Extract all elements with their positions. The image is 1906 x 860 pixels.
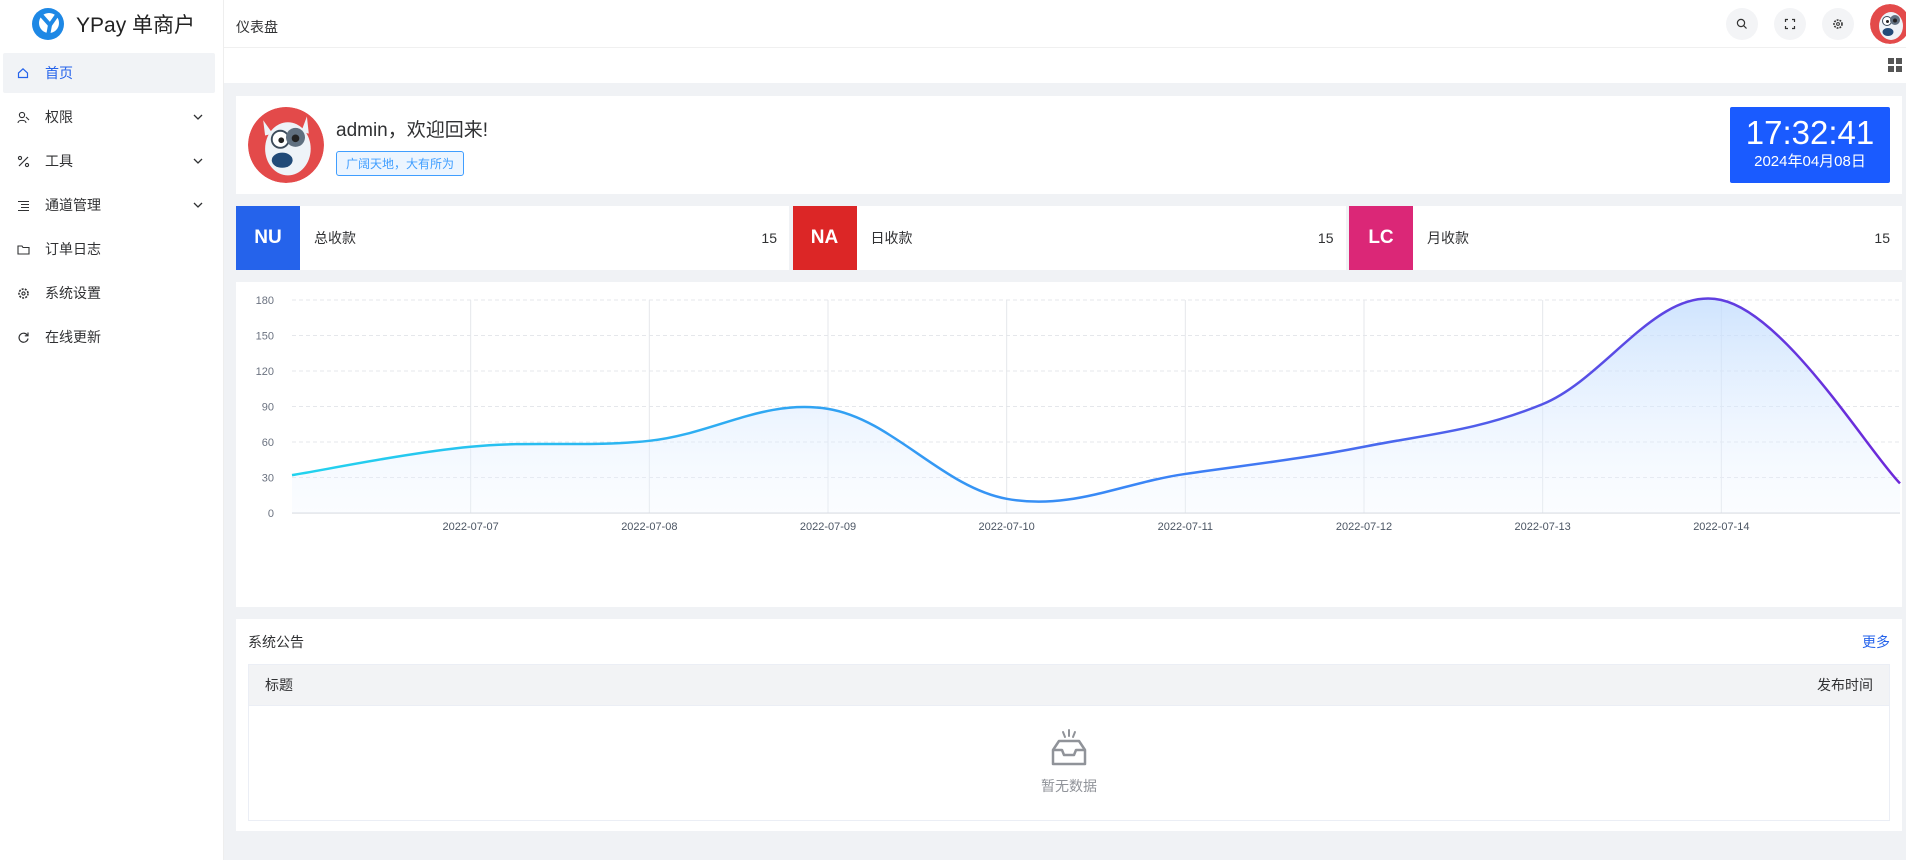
stat-card-daily: NA 日收款 15: [792, 206, 1346, 270]
app-title: YPay 单商户: [76, 14, 196, 37]
welcome-card: admin，欢迎回来! 广阔天地，大有所为 17:32:41 2024年04月0…: [236, 96, 1902, 194]
stat-badge: NA: [792, 206, 857, 270]
avatar-image: [1870, 4, 1906, 44]
logo[interactable]: YPay 单商户: [0, 0, 223, 48]
column-header-publish-time[interactable]: 发布时间: [1817, 677, 1873, 693]
table-header: 标题 发布时间: [249, 665, 1889, 706]
x-tick-label: 2022-07-11: [1158, 521, 1213, 533]
top-bar: 仪表盘: [224, 0, 1906, 48]
y-tick-label: 120: [256, 366, 274, 378]
clock-date: 2024年04月08日: [1754, 153, 1866, 170]
user-avatar[interactable]: [1870, 4, 1906, 44]
stat-card-monthly: LC 月收款 15: [1349, 206, 1902, 270]
gear-icon: [15, 285, 31, 301]
stat-value: 15: [761, 230, 777, 246]
x-tick-label: 2022-07-07: [443, 521, 499, 533]
x-tick-label: 2022-07-14: [1693, 521, 1749, 533]
welcome-tag: 广阔天地，大有所为: [336, 150, 465, 176]
sidebar-item-channel-management[interactable]: 通道管理: [3, 185, 215, 225]
x-tick-label: 2022-07-09: [800, 521, 856, 533]
empty-inbox-icon: [1051, 729, 1087, 766]
stat-label: 总收款: [314, 230, 356, 246]
refresh-icon: [15, 329, 31, 345]
list-indent-icon: [15, 197, 31, 213]
sidebar-item-label: 工具: [45, 153, 73, 169]
sidebar-menu: 首页 权限 工具 通道管理 订单日志: [0, 53, 223, 357]
welcome-greeting: admin，欢迎回来!: [336, 119, 489, 141]
welcome-avatar: [248, 107, 324, 183]
x-tick-label: 2022-07-13: [1515, 521, 1571, 533]
y-tick-label: 180: [256, 295, 274, 307]
home-icon: [15, 65, 31, 81]
x-tick-label: 2022-07-10: [979, 521, 1035, 533]
chevron-down-icon: [191, 198, 205, 212]
sidebar: YPay 单商户 首页 权限 工具 通道管理: [0, 0, 224, 860]
stat-value: 15: [1874, 230, 1890, 246]
chart-card: 0 30 60 90 120 150 180 2022-07-07 2022-07-08 2022…: [236, 282, 1902, 607]
sidebar-item-label: 在线更新: [45, 329, 101, 345]
grid-menu-icon[interactable]: [1888, 58, 1902, 72]
clock-time: 17:32:41: [1745, 114, 1875, 151]
sidebar-item-label: 权限: [45, 109, 73, 125]
clock-widget: 17:32:41 2024年04月08日: [1730, 107, 1890, 183]
search-button[interactable]: [1726, 8, 1758, 40]
tabs-bar: [224, 48, 1906, 83]
stat-card-total: NU 总收款 15: [236, 206, 789, 270]
empty-state: 暂无数据: [249, 728, 1889, 796]
sidebar-item-order-log[interactable]: 订单日志: [3, 229, 215, 269]
revenue-area-chart: 0 30 60 90 120 150 180 2022-07-07 2022-07-08 2022…: [256, 295, 1901, 533]
settings-button[interactable]: [1822, 8, 1854, 40]
stat-badge: LC: [1349, 206, 1413, 270]
sidebar-item-label: 订单日志: [45, 241, 101, 257]
series-line: [291, 297, 1901, 503]
breadcrumb[interactable]: 仪表盘: [236, 18, 278, 35]
fullscreen-button[interactable]: [1774, 8, 1806, 40]
stats-row: NU 总收款 15 NA 日收款 15 LC 月收款 15: [236, 206, 1902, 270]
more-link[interactable]: 更多: [1862, 633, 1890, 650]
gear-icon: [1833, 19, 1843, 29]
series-area: [292, 298, 1900, 513]
sidebar-item-tools[interactable]: 工具: [3, 141, 215, 181]
sidebar-item-system-settings[interactable]: 系统设置: [3, 273, 215, 313]
y-tick-label: 90: [262, 402, 274, 414]
top-actions: [1726, 0, 1906, 48]
search-icon: [1736, 18, 1747, 29]
fullscreen-icon: [1784, 18, 1796, 30]
sidebar-item-label: 通道管理: [45, 197, 101, 213]
stat-label: 日收款: [870, 230, 913, 246]
x-tick-label: 2022-07-12: [1336, 521, 1392, 533]
y-tick-label: 0: [268, 508, 274, 520]
sidebar-item-label: 系统设置: [45, 285, 101, 301]
chevron-down-icon: [191, 110, 205, 124]
notice-table: 标题 发布时间 暂无数据: [248, 664, 1890, 821]
welcome-info: admin，欢迎回来! 广阔天地，大有所为: [336, 115, 488, 176]
notice-title: 系统公告: [248, 633, 304, 650]
notice-header: 系统公告 更多: [236, 619, 1902, 664]
x-tick-label: 2022-07-08: [621, 521, 677, 533]
tools-icon: [15, 153, 31, 169]
folder-icon: [15, 241, 31, 257]
stat-label: 月收款: [1427, 230, 1469, 246]
stat-value: 15: [1317, 230, 1334, 246]
logo-icon: [32, 8, 64, 40]
y-tick-label: 30: [262, 473, 274, 485]
empty-text: 暂无数据: [1041, 778, 1097, 794]
user-key-icon: [15, 109, 31, 125]
notice-card: 系统公告 更多 标题 发布时间 暂无数据: [236, 619, 1902, 831]
y-tick-label: 60: [262, 437, 274, 449]
main-content: admin，欢迎回来! 广阔天地，大有所为 17:32:41 2024年04月0…: [236, 96, 1902, 831]
sidebar-item-home[interactable]: 首页: [3, 53, 215, 93]
sidebar-item-label: 首页: [45, 65, 73, 81]
sidebar-item-online-update[interactable]: 在线更新: [3, 317, 215, 357]
chevron-down-icon: [191, 154, 205, 168]
y-tick-label: 150: [256, 331, 274, 343]
column-header-title[interactable]: 标题: [265, 677, 293, 693]
sidebar-item-permissions[interactable]: 权限: [3, 97, 215, 137]
stat-badge: NU: [236, 206, 300, 270]
